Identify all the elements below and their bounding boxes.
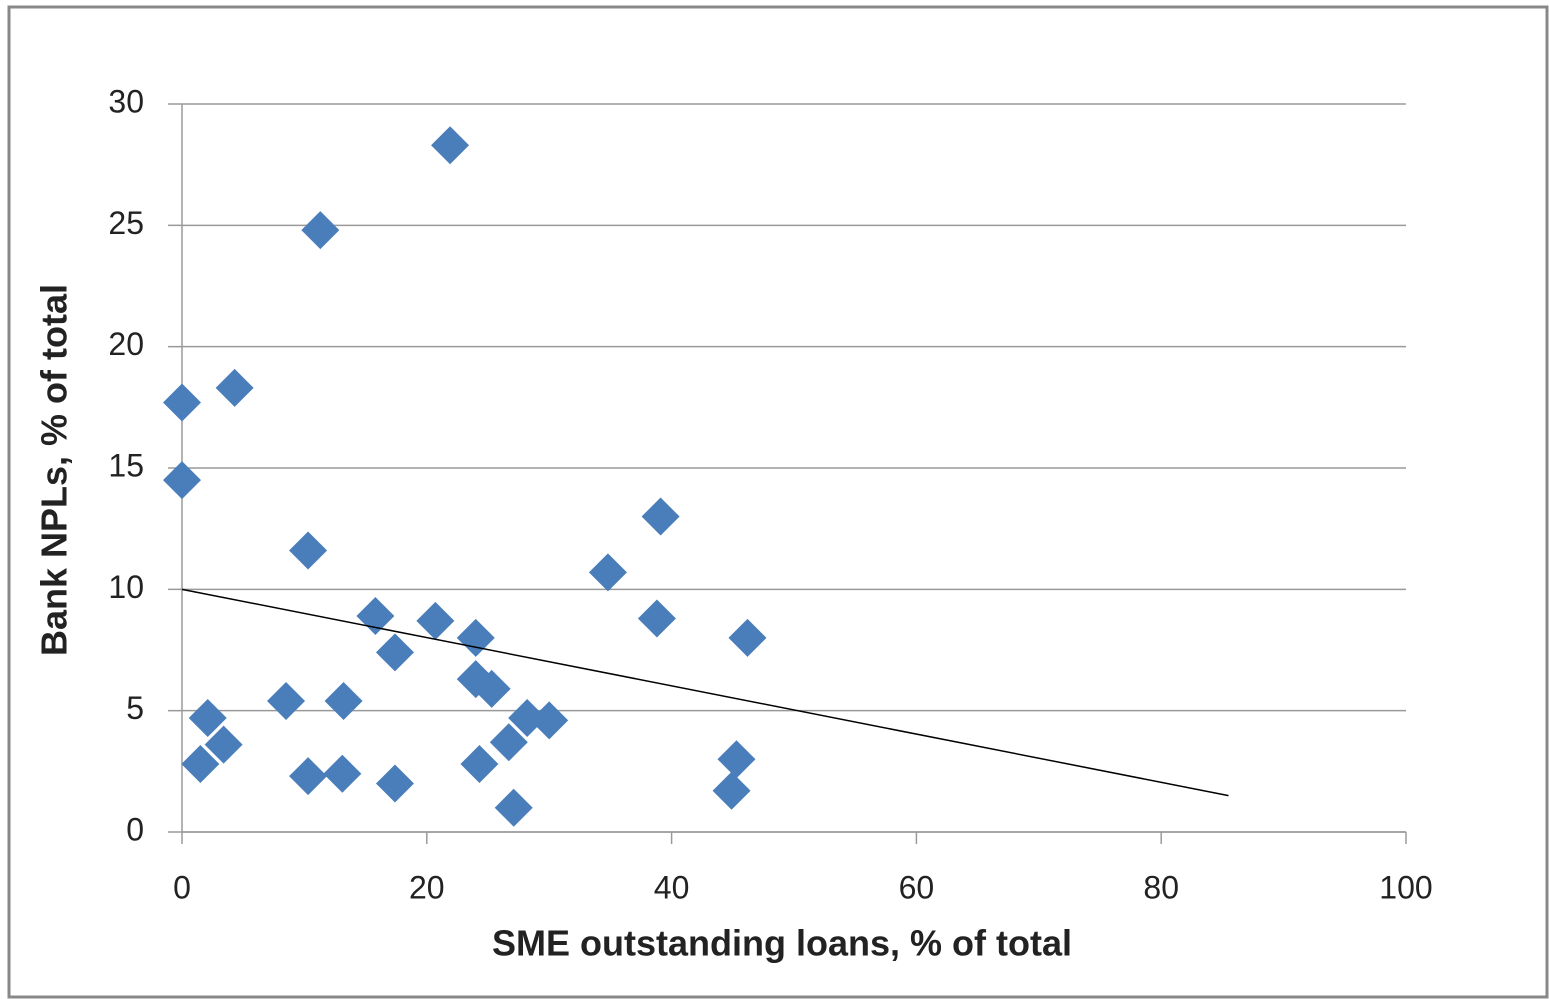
scatter-point bbox=[163, 383, 201, 422]
scatter-point bbox=[431, 126, 470, 165]
trend-line bbox=[181, 588, 1229, 797]
x-axis-title: SME outstanding loans, % of total bbox=[492, 923, 1072, 964]
x-tick-label: 60 bbox=[899, 869, 935, 905]
scatter-point bbox=[204, 725, 243, 764]
scatter-point bbox=[712, 771, 751, 810]
x-tick-label: 0 bbox=[173, 869, 191, 905]
y-tick-label: 30 bbox=[108, 83, 144, 119]
scatter-point bbox=[416, 601, 455, 640]
y-tick-label: 15 bbox=[108, 447, 144, 483]
scatter-point bbox=[530, 701, 569, 740]
scatter-point bbox=[324, 681, 363, 720]
y-axis-title: Bank NPLs, % of total bbox=[34, 284, 75, 656]
scatter-point bbox=[289, 757, 328, 796]
scatter-point bbox=[375, 764, 414, 803]
scatter-point bbox=[456, 618, 495, 657]
y-tick-label: 25 bbox=[108, 205, 144, 241]
scatter-point bbox=[215, 368, 254, 407]
scatter-point bbox=[181, 745, 220, 784]
scatter-point bbox=[489, 723, 528, 762]
scatter-point bbox=[728, 618, 767, 657]
scatter-point bbox=[267, 681, 306, 720]
scatter-point bbox=[289, 531, 328, 570]
scatter-point bbox=[375, 633, 414, 672]
x-tick-label: 100 bbox=[1379, 869, 1432, 905]
scatter-point bbox=[323, 754, 362, 793]
x-tick-label: 40 bbox=[654, 869, 690, 905]
y-tick-label: 5 bbox=[126, 690, 144, 726]
scatter-point bbox=[472, 669, 511, 708]
x-tick-label: 20 bbox=[409, 869, 445, 905]
x-tick-label: 80 bbox=[1143, 869, 1179, 905]
scatter-point bbox=[641, 497, 680, 536]
scatter-point bbox=[163, 461, 201, 500]
scatter-point bbox=[301, 211, 340, 250]
y-tick-label: 10 bbox=[108, 569, 144, 605]
y-tick-label: 20 bbox=[108, 326, 144, 362]
scatter-point bbox=[717, 740, 756, 779]
scatter-point bbox=[588, 553, 627, 592]
scatter-point bbox=[494, 788, 533, 827]
scatter-point bbox=[508, 698, 547, 737]
scatter-point bbox=[460, 745, 499, 784]
chart-frame bbox=[7, 5, 1549, 999]
y-tick-label: 0 bbox=[126, 811, 144, 847]
scatter-point bbox=[637, 599, 676, 638]
scatter-point bbox=[188, 698, 227, 737]
